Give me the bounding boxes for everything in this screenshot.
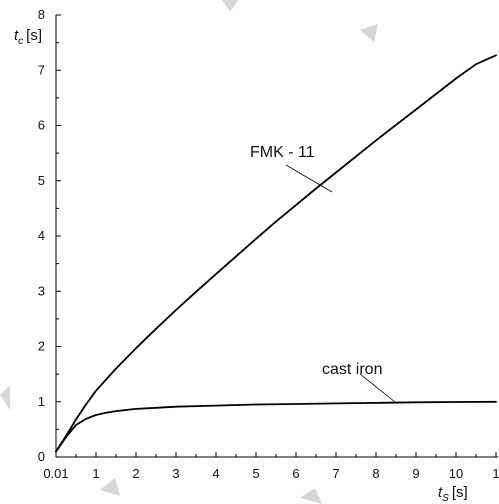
y-axis-label-unit: [s]: [26, 27, 42, 44]
x-tick-label: 9: [412, 466, 419, 481]
y-tick-label: 5: [38, 173, 45, 188]
y-tick-label: 7: [38, 62, 45, 77]
annotation-fmk-leader: [285, 164, 333, 193]
annotation-fmk-label: FMK - 11: [250, 144, 315, 161]
y-tick-label: 4: [38, 228, 45, 243]
y-tick-label: 0: [38, 449, 45, 464]
y-axis-label: tc [s]: [14, 27, 42, 47]
background-watermark: [0, 0, 378, 504]
tick-labels: 0 1 2 3 4 5 6 7 8 0.01 1 2 3 4 5 6 7 8 9 10 1: [38, 7, 499, 481]
y-axis-label-sub: c: [18, 36, 23, 47]
x-tick-label: 7: [332, 466, 339, 481]
axes: [55, 15, 498, 458]
series-lines: [55, 54, 497, 453]
x-tick-label: 1: [92, 466, 99, 481]
y-axis-label-var: t: [14, 27, 19, 44]
annotation-cast-iron: cast iron: [322, 361, 396, 403]
x-axis-label: tS [s]: [438, 484, 468, 504]
x-axis-label-sub: S: [442, 493, 449, 504]
x-tick-label: 8: [372, 466, 379, 481]
y-tick-label: 8: [38, 7, 45, 22]
x-tick-label: 3: [172, 466, 179, 481]
y-tick-label: 3: [38, 283, 45, 298]
x-tick-label: 10: [449, 466, 463, 481]
ticks: [55, 14, 497, 458]
x-tick-label: 4: [212, 466, 219, 481]
x-axis-label-unit: [s]: [452, 484, 468, 501]
x-tick-label: 5: [252, 466, 259, 481]
y-tick-label: 6: [38, 118, 45, 133]
x-tick-label: 1: [492, 466, 499, 481]
y-tick-label: 1: [38, 394, 45, 409]
x-tick-label: 2: [132, 466, 139, 481]
x-axis-label-var: t: [438, 484, 443, 501]
x-tick-label: 6: [292, 466, 299, 481]
y-tick-label: 2: [38, 339, 45, 354]
series-line-cast-iron: [55, 400, 497, 453]
annotation-cast-iron-label: cast iron: [322, 361, 382, 378]
x-tick-label: 0.01: [43, 466, 68, 481]
series-line-fmk-11: [55, 54, 497, 453]
annotation-fmk: FMK - 11: [250, 144, 333, 193]
annotation-cast-iron-leader: [359, 373, 396, 403]
